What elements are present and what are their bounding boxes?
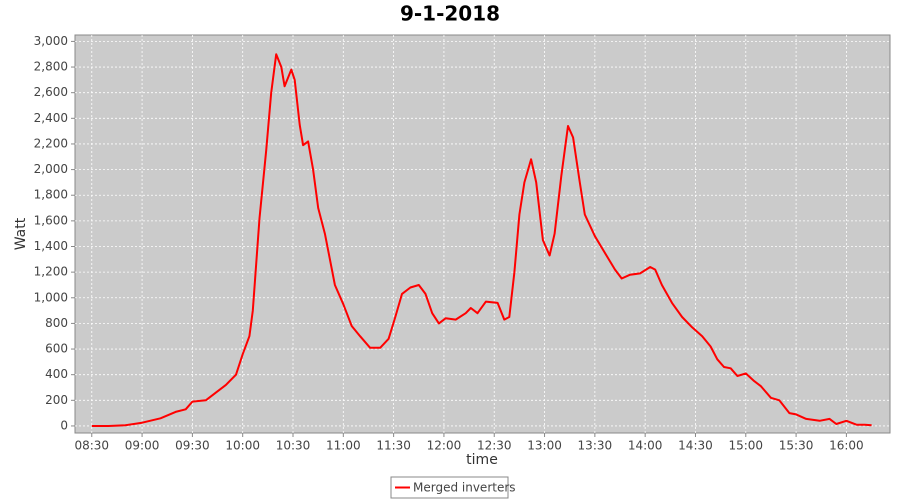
legend-label: Merged inverters bbox=[413, 481, 516, 495]
y-tick-label: 2,800 bbox=[34, 60, 68, 74]
x-tick-label: 09:30 bbox=[175, 439, 210, 453]
y-tick-label: 3,000 bbox=[34, 34, 68, 48]
legend-box bbox=[390, 476, 509, 499]
y-tick-label: 1,200 bbox=[34, 265, 68, 279]
data-line bbox=[91, 53, 872, 427]
plot-area bbox=[74, 34, 891, 434]
x-tick-label: 13:30 bbox=[578, 439, 613, 453]
y-tick-label: 200 bbox=[45, 393, 68, 407]
x-tick-label: 16:00 bbox=[829, 439, 864, 453]
x-tick-label: 13:00 bbox=[527, 439, 562, 453]
y-tick-label: 1,400 bbox=[34, 239, 68, 253]
y-tick-label: 800 bbox=[45, 316, 68, 330]
y-tick-label: 1,600 bbox=[34, 213, 68, 227]
x-tick-label: 15:30 bbox=[779, 439, 814, 453]
x-tick-label: 08:30 bbox=[74, 439, 109, 453]
x-tick-label: 10:00 bbox=[225, 439, 260, 453]
y-tick-label: 1,800 bbox=[34, 188, 68, 202]
y-tick-label: 2,400 bbox=[34, 111, 68, 125]
x-axis-label: time bbox=[466, 452, 498, 468]
x-tick-label: 14:00 bbox=[628, 439, 663, 453]
y-tick-label: 600 bbox=[45, 342, 68, 356]
y-tick-label: 2,000 bbox=[34, 162, 68, 176]
x-tick-label: 15:00 bbox=[728, 439, 763, 453]
y-tick-label: 2,200 bbox=[34, 136, 68, 150]
x-tick-label: 11:30 bbox=[376, 439, 411, 453]
x-tick-label: 12:00 bbox=[427, 439, 462, 453]
chart-title: 9-1-2018 bbox=[400, 2, 500, 26]
x-tick-label: 09:00 bbox=[125, 439, 160, 453]
legend: Merged inverters bbox=[390, 476, 516, 499]
y-tick-label: 1,000 bbox=[34, 290, 68, 304]
y-axis-label: Watt bbox=[13, 217, 29, 250]
x-tick-label: 10:30 bbox=[276, 439, 311, 453]
y-tick-label: 0 bbox=[60, 418, 68, 432]
x-tick-label: 14:30 bbox=[678, 439, 713, 453]
y-tick-label: 400 bbox=[45, 367, 68, 381]
x-tick-label: 11:00 bbox=[326, 439, 361, 453]
y-tick-label: 2,600 bbox=[34, 85, 68, 99]
x-tick-label: 12:30 bbox=[477, 439, 512, 453]
